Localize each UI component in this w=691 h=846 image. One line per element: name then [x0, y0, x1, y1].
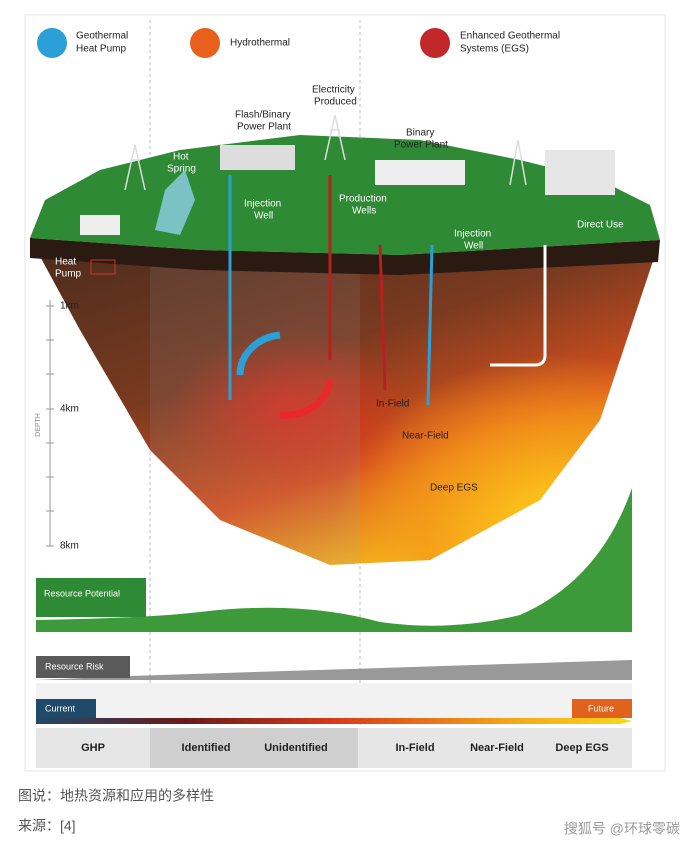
- label: Flash/Binary: [235, 110, 291, 121]
- icon: [420, 28, 450, 58]
- label: Direct Use: [577, 220, 624, 231]
- label: Pump: [55, 269, 82, 280]
- band-label: Current: [45, 703, 76, 713]
- label: Electricity: [312, 85, 355, 96]
- category: Heat Pump: [76, 44, 126, 55]
- label: In-Field: [376, 399, 409, 410]
- category: Hydrothermal: [230, 38, 290, 49]
- label: Hot: [173, 152, 189, 163]
- label: Power Plant: [394, 140, 448, 151]
- label: Near-Field: [402, 431, 449, 442]
- category: GHP: [81, 742, 105, 754]
- label: Production: [339, 194, 387, 205]
- depth-title: DEPTH: [35, 413, 42, 437]
- category: Identified: [182, 742, 231, 754]
- label: Well: [464, 241, 483, 252]
- band-label: Resource Potential: [44, 588, 120, 598]
- label: Produced: [314, 97, 357, 108]
- category: Deep EGS: [555, 742, 608, 754]
- label: Deep EGS: [430, 483, 478, 494]
- bands: [36, 488, 632, 768]
- icon: [37, 28, 67, 58]
- label: Wells: [352, 206, 376, 217]
- label: Spring: [167, 164, 196, 175]
- depth-label: 1km: [60, 301, 79, 312]
- label: Injection: [454, 229, 491, 240]
- label: Power Plant: [237, 122, 291, 133]
- label: Injection: [244, 199, 281, 210]
- illustration: Heat Pump Hot Spring Flash/Binary Power …: [30, 85, 660, 565]
- bottom-categories: GHP Identified Unidentified In-Field Nea…: [81, 742, 609, 754]
- watermark: 搜狐号 @环球零碳: [564, 821, 680, 837]
- header: Geothermal Heat Pump Hydrothermal Enhanc…: [37, 28, 560, 58]
- label: Well: [254, 211, 273, 222]
- depth-axis: [46, 300, 54, 547]
- label: Binary: [406, 128, 434, 139]
- category: Near-Field: [470, 742, 524, 754]
- category: Systems (EGS): [460, 44, 529, 55]
- source: 来源：[4]: [18, 818, 76, 834]
- label: Heat: [55, 257, 76, 268]
- icon: [190, 28, 220, 58]
- depth-label: 4km: [60, 404, 79, 415]
- category: Enhanced Geothermal: [460, 31, 560, 42]
- depth-label: 8km: [60, 541, 79, 552]
- category: Geothermal: [76, 31, 128, 42]
- category: In-Field: [395, 742, 434, 754]
- band-label: Resource Risk: [45, 661, 104, 671]
- caption: 图说：地热资源和应用的多样性: [18, 788, 214, 804]
- band-label: Future: [588, 703, 614, 713]
- category: Unidentified: [264, 742, 328, 754]
